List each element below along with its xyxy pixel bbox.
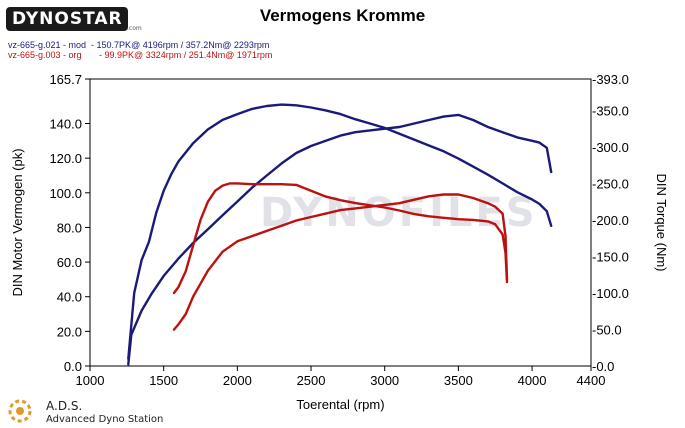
y-tick-label: 20.0 (57, 324, 82, 339)
y2-tick-label: -393.0 (592, 72, 629, 87)
chart-title: Vermogens Kromme (259, 6, 426, 25)
x-tick-label: 4000 (518, 373, 547, 388)
x-tick-label: 2500 (297, 373, 326, 388)
x-tick-label: 4400 (577, 373, 606, 388)
series-line-mod_power (127, 113, 553, 366)
y2-tick-label: -250.0 (592, 176, 629, 191)
y2-axis-label: DIN Torque (Nm) (654, 173, 669, 271)
dynofiles-watermark: DYNOFILES (260, 190, 538, 236)
dynostar-logo-text: DYNOSTAR (12, 9, 123, 29)
y2-tick-label: -200.0 (592, 213, 629, 228)
y-tick-label: 120.0 (49, 151, 82, 166)
x-axis-label: Toerental (rpm) (296, 397, 384, 412)
y-tick-label: 140.0 (49, 117, 82, 132)
dynostar-logo (6, 7, 128, 31)
dynostar-logo-sub: .com (127, 25, 142, 32)
series-line-mod_torque (127, 103, 553, 360)
x-tick-label: 2000 (223, 373, 252, 388)
y-tick-label: 80.0 (57, 220, 82, 235)
x-tick-label: 3500 (444, 373, 473, 388)
series-line-org_power (172, 193, 509, 331)
ads-brand: A.D.S. (46, 399, 83, 413)
series-line-org_torque (172, 182, 509, 295)
ads-brand-full: Advanced Dyno Station (46, 414, 164, 425)
y-tick-label: 0.0 (64, 359, 82, 374)
ads-logo-icon (8, 399, 32, 423)
y2-tick-label: -350.0 (592, 103, 629, 118)
y-tick-label: 100.0 (49, 186, 82, 201)
y-tick-label: 40.0 (57, 290, 82, 305)
y2-tick-label: -0.0 (592, 359, 614, 374)
y-tick-label: 60.0 (57, 255, 82, 270)
x-tick-label: 3000 (370, 373, 399, 388)
x-tick-label: 1000 (76, 373, 105, 388)
y2-tick-label: -100.0 (592, 286, 629, 301)
legend-org: vz-665-g.003 - org - 99.9PK@ 3324rpm / 2… (8, 50, 273, 60)
y2-tick-label: -50.0 (592, 322, 622, 337)
plot-frame (89, 78, 592, 367)
y2-tick-label: -150.0 (592, 249, 629, 264)
x-tick-label: 1500 (149, 373, 178, 388)
y2-tick-label: -300.0 (592, 140, 629, 155)
legend-mod: vz-665-g.021 - mod - 150.7PK@ 4196rpm / … (8, 40, 270, 50)
y-tick-label: 165.7 (49, 72, 82, 87)
y-axis-label: DIN Motor Vermogen (pk) (10, 148, 25, 296)
